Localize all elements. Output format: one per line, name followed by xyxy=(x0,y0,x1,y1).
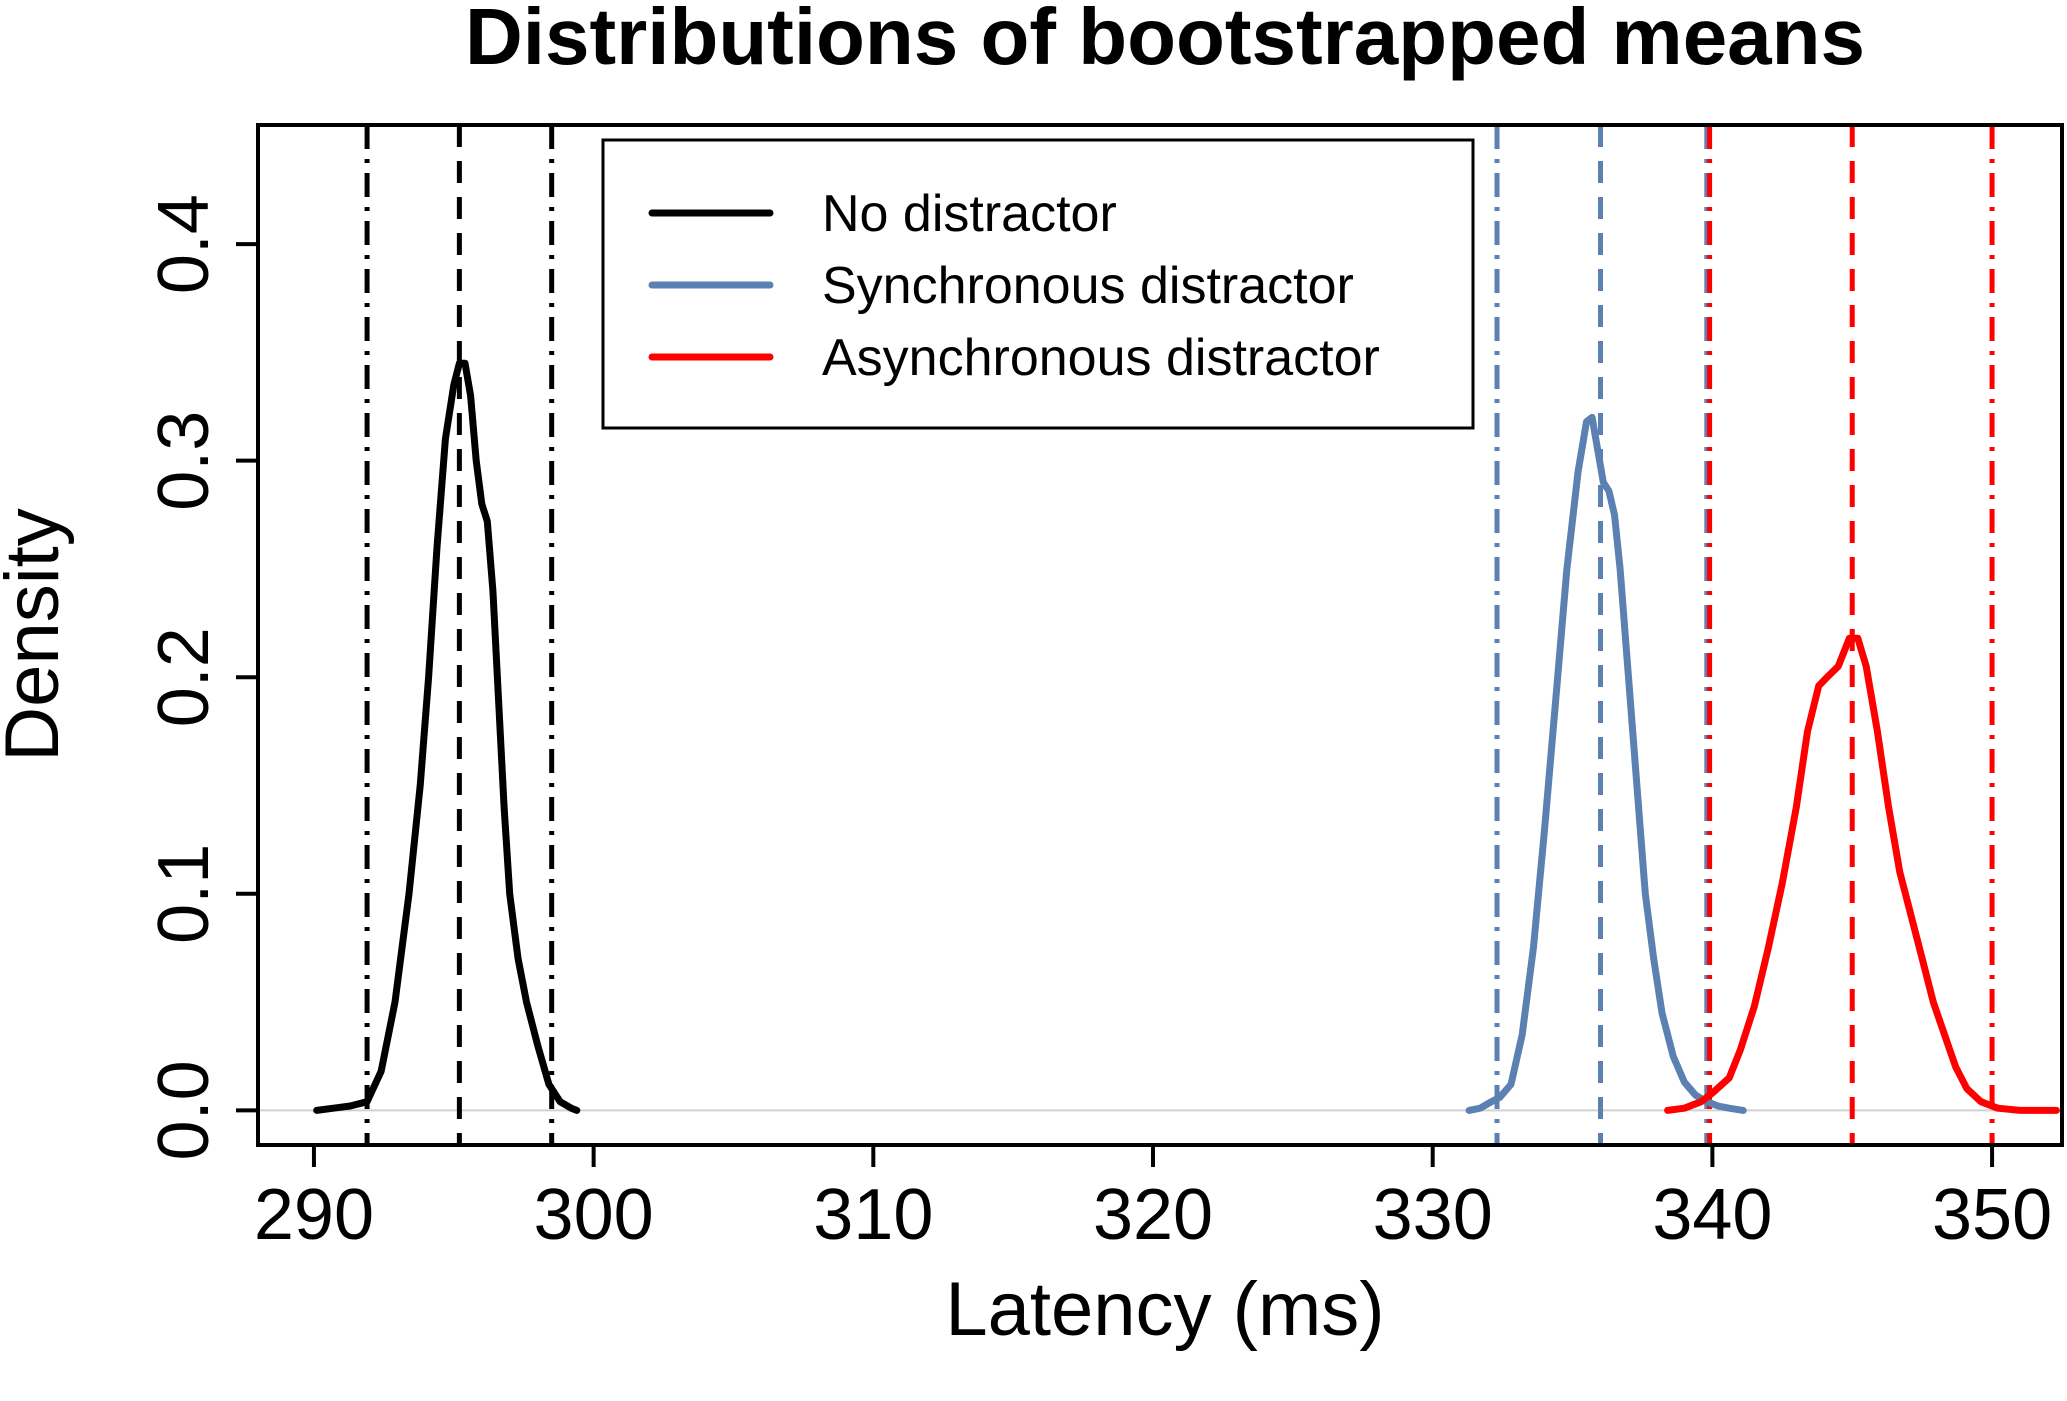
y-tick-label: 0.2 xyxy=(144,627,224,727)
plot-area: 290 300 310 320 330 340 350 0.0 0.1 0.2 0.3 0.4 xyxy=(144,123,2064,1255)
x-tick-label: 300 xyxy=(534,1175,654,1255)
x-tick-label: 340 xyxy=(1652,1175,1772,1255)
density-curve-2 xyxy=(1664,634,2060,1114)
y-tick-label: 0.3 xyxy=(144,411,224,511)
x-tick-label: 350 xyxy=(1932,1175,2052,1255)
legend-label-0: No distractor xyxy=(822,185,1117,243)
x-axis-title: Latency (ms) xyxy=(945,1267,1384,1352)
x-tick-label: 330 xyxy=(1373,1175,1493,1255)
density-curve-1 xyxy=(1465,413,1747,1114)
density-curve-0 xyxy=(313,359,581,1114)
plot-frame xyxy=(256,123,2064,1147)
y-tick-label: 0.4 xyxy=(144,194,224,294)
y-tick-label: 0.0 xyxy=(144,1060,224,1160)
x-tick-label: 320 xyxy=(1093,1175,1213,1255)
x-tick-label: 310 xyxy=(813,1175,933,1255)
legend: No distractor Synchronous distractor Async… xyxy=(601,138,1475,430)
chart-title: Distributions of bootstrapped means xyxy=(465,0,1865,81)
y-tick-label: 0.1 xyxy=(144,844,224,944)
legend-label-1: Synchronous distractor xyxy=(822,257,1354,315)
y-axis-title: Density xyxy=(0,508,75,761)
x-tick-label: 290 xyxy=(254,1175,374,1255)
legend-label-2: Asynchronous distractor xyxy=(822,329,1380,387)
